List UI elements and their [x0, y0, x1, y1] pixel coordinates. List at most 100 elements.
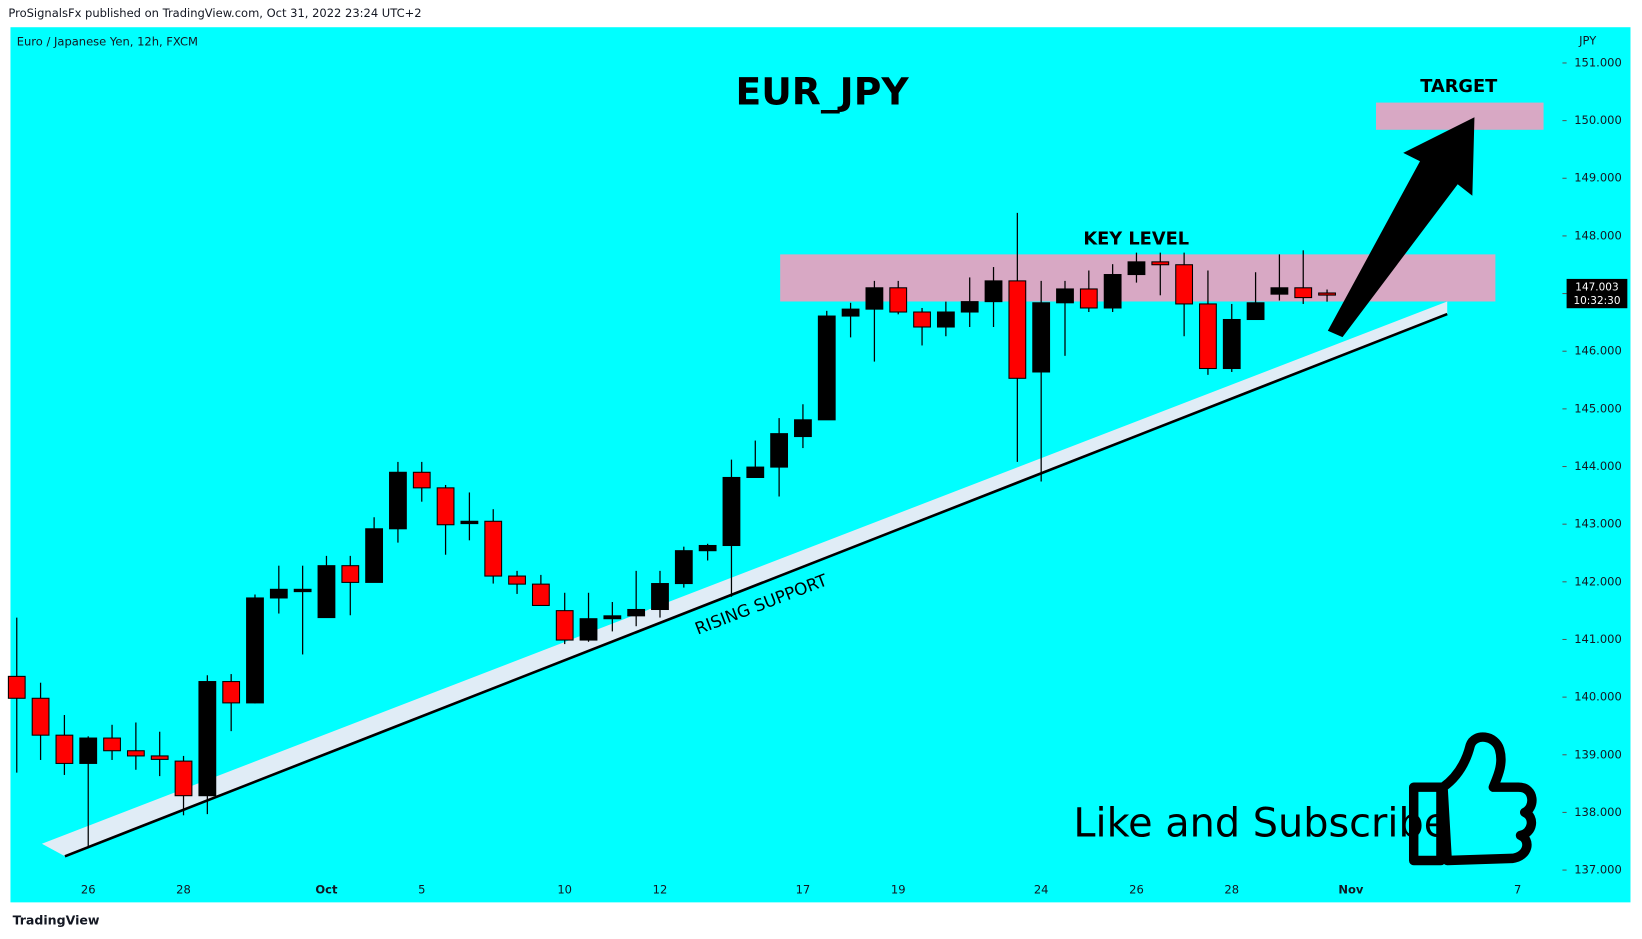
x-tick-label: 5 — [418, 882, 425, 896]
candle-body — [889, 287, 908, 313]
candles — [7, 212, 1336, 849]
y-tick-label: 142.000 — [1574, 574, 1622, 588]
x-tick-label: 17 — [796, 882, 811, 896]
header: ProSignalsFx published on TradingView.co… — [8, 6, 421, 20]
candle-body — [1032, 302, 1051, 373]
candle-body — [198, 681, 217, 797]
candle-body — [817, 315, 836, 421]
candle-body — [1270, 287, 1289, 295]
candle-body — [770, 433, 789, 468]
candle-body — [293, 588, 312, 593]
last-price: 147.003 — [1575, 281, 1618, 293]
x-tick-label: Oct — [315, 882, 338, 896]
y-tick-label: 137.000 — [1574, 863, 1622, 877]
arrow — [1327, 117, 1475, 338]
candle-body — [222, 681, 241, 704]
candle-body — [746, 466, 765, 478]
support-line — [64, 312, 1448, 858]
candle-body — [389, 471, 407, 530]
x-tick-label: 12 — [653, 882, 668, 896]
y-tick-label: 139.000 — [1574, 747, 1622, 761]
candle-body — [317, 565, 336, 619]
candle-body — [484, 520, 503, 577]
candle-body — [579, 618, 598, 641]
candle-body — [651, 583, 669, 611]
candle-body — [412, 471, 431, 489]
candle-body — [341, 565, 360, 583]
x-tick-label: 10 — [557, 882, 572, 896]
candle-body — [960, 301, 979, 313]
candle-body — [1318, 292, 1336, 296]
currency: JPY — [1578, 33, 1597, 47]
countdown: 10:32:30 — [1573, 295, 1620, 307]
candle-body — [1151, 261, 1170, 266]
y-tick-label: 146.000 — [1574, 344, 1622, 358]
candle-body — [1294, 287, 1313, 299]
footer: TradingView — [13, 913, 100, 928]
thumb-icon — [1408, 732, 1537, 866]
candle-body — [1199, 303, 1217, 370]
x-tick-label: 7 — [1514, 882, 1521, 896]
y-tick-label: 143.000 — [1574, 517, 1622, 531]
candle-body — [984, 280, 1003, 303]
candle-body — [531, 583, 550, 606]
candle-body — [698, 544, 717, 552]
y-tick-label: 145.000 — [1574, 401, 1622, 415]
candle-body — [1246, 302, 1265, 321]
candle-body — [794, 419, 812, 438]
candle-body — [1079, 288, 1098, 309]
candle-body — [1056, 288, 1074, 304]
support-band — [41, 301, 1448, 857]
x-tick-label: 24 — [1034, 882, 1049, 896]
y-tick-label: 141.000 — [1574, 632, 1622, 646]
candle-body — [913, 311, 931, 328]
x-tick-label: 26 — [1129, 882, 1144, 896]
y-tick-label: 151.000 — [1574, 55, 1622, 69]
y-tick-label: 148.000 — [1574, 228, 1622, 242]
candle-body — [1103, 274, 1122, 309]
y-tick-label: 144.000 — [1574, 459, 1622, 473]
candle-body — [508, 575, 526, 585]
candle-body — [674, 550, 693, 585]
candle-body — [246, 597, 264, 704]
candle-body — [603, 615, 622, 620]
candle-body — [1008, 280, 1027, 379]
candle-body — [174, 760, 193, 797]
y-tick-label: 138.000 — [1574, 805, 1622, 819]
candle-body — [55, 734, 74, 764]
candle-body — [7, 675, 26, 699]
x-tick-label: Nov — [1338, 882, 1364, 896]
candle-body — [865, 287, 884, 310]
x-tick-label: 19 — [891, 882, 906, 896]
candle-body — [936, 311, 955, 328]
candle-body — [31, 697, 50, 736]
target-label: TARGET — [1420, 76, 1498, 97]
x-tick-label: 28 — [1224, 882, 1239, 896]
candle-body — [722, 476, 741, 547]
candle-body — [79, 737, 98, 764]
candle-body — [555, 610, 574, 641]
y-tick-label: 140.000 — [1574, 690, 1622, 704]
candle-body — [1222, 318, 1241, 370]
candle-body — [436, 487, 455, 526]
candle-body — [150, 755, 169, 760]
y-tick-label: 150.000 — [1574, 113, 1622, 127]
candle-body — [1127, 261, 1146, 276]
candle-body — [460, 520, 479, 525]
candle-body — [103, 737, 121, 752]
candle-body — [126, 750, 145, 757]
cta: Like and Subscribe — [1073, 800, 1448, 846]
candle-body — [365, 528, 384, 583]
candle-body — [627, 608, 646, 617]
key-level-label: KEY LEVEL — [1083, 229, 1189, 250]
candle-body — [1175, 264, 1194, 305]
symbol: Euro / Japanese Yen, 12h, FXCM — [17, 34, 198, 48]
last-price-box — [1566, 278, 1628, 309]
x-tick-label: 26 — [81, 882, 96, 896]
candle-body — [269, 588, 288, 599]
x-tick-label: 28 — [176, 882, 191, 896]
candle-body — [841, 308, 860, 317]
y-tick-label: 149.000 — [1574, 171, 1622, 185]
